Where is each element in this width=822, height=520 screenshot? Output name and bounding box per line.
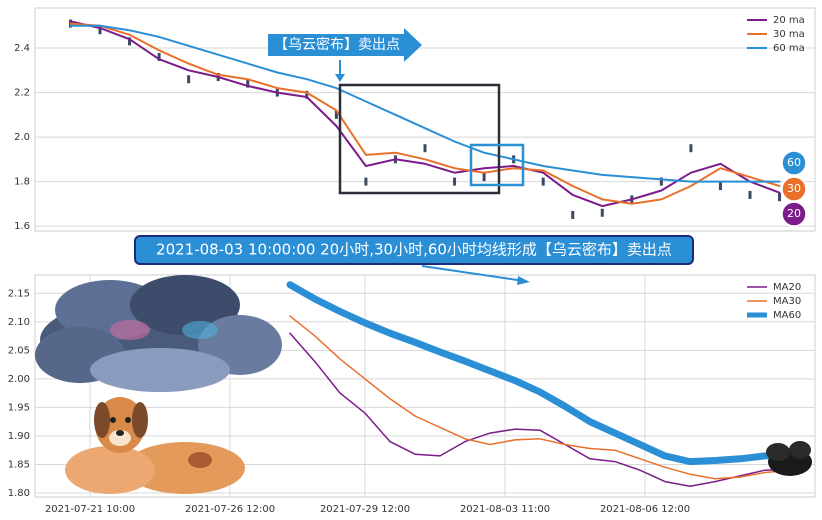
legend-label: 30 ma: [773, 29, 805, 40]
x-tick-label: 2021-08-03 11:00: [460, 504, 550, 515]
y-tick-label: 1.80: [8, 488, 30, 499]
badge-label: 30: [787, 182, 801, 195]
price-mark: [718, 182, 722, 191]
y-tick-label: 1.6: [14, 221, 30, 232]
highlight-box: [469, 143, 525, 187]
series-line: [69, 24, 781, 183]
price-mark: [423, 144, 427, 153]
pointer: [335, 74, 345, 82]
series-line: [289, 315, 791, 480]
x-tick-label: 2021-07-21 10:00: [45, 504, 135, 515]
legend-label: 20 ma: [773, 15, 805, 26]
small-cloud: [766, 441, 812, 476]
price-mark: [600, 208, 604, 217]
badge: [781, 176, 807, 202]
price-mark: [128, 37, 132, 46]
y-tick-label: 2.2: [14, 88, 30, 99]
y-tick-label: 2.05: [8, 345, 30, 356]
y-tick-label: 1.90: [8, 431, 30, 442]
annotation-arrow: [268, 28, 422, 62]
price-mark: [482, 173, 486, 182]
banner: [134, 235, 694, 265]
x-tick-label: 2021-08-06 12:00: [600, 504, 690, 515]
highlight-box: [338, 83, 501, 195]
annotation-text: 【乌云密布】卖出点: [274, 36, 400, 53]
price-mark: [157, 52, 161, 61]
x-tick-label: 2021-07-29 12:00: [320, 504, 410, 515]
price-mark: [689, 144, 693, 153]
badge: [781, 201, 807, 227]
price-mark: [778, 193, 782, 202]
price-mark: [334, 110, 338, 119]
plot-frame: [34, 7, 816, 232]
price-mark: [305, 90, 309, 99]
y-tick-label: 1.85: [8, 459, 30, 470]
y-tick-label: 2.00: [8, 374, 30, 385]
legend-label: 60 ma: [773, 43, 805, 54]
badge-label: 20: [787, 207, 801, 220]
price-mark: [364, 177, 368, 186]
cloud-illustration: [35, 275, 282, 392]
y-tick-label: 1.95: [8, 402, 30, 413]
x-tick-label: 2021-07-26 12:00: [185, 504, 275, 515]
y-tick-label: 2.15: [8, 288, 30, 299]
legend-label: MA30: [773, 296, 801, 307]
price-mark: [98, 26, 102, 35]
top-plot: 1.6 1.8 2.0 2.2 2.4 20 ma 30 ma 60 ma: [14, 15, 815, 232]
pointer: [517, 276, 530, 285]
price-mark: [187, 75, 191, 84]
price-mark: [246, 79, 250, 88]
pointer: [421, 265, 525, 282]
series-line: [69, 20, 781, 208]
price-mark: [453, 177, 457, 186]
price-mark: [748, 190, 752, 199]
badge: [781, 150, 807, 176]
badge-label: 60: [787, 156, 801, 169]
series-line: [286, 281, 794, 466]
price-mark: [541, 177, 545, 186]
y-tick-label: 2.0: [14, 132, 30, 143]
dog-illustration: [65, 397, 245, 494]
y-tick-label: 2.4: [14, 43, 30, 54]
series-line: [69, 22, 781, 205]
banner-text: 2021-08-03 10:00:00 20小时,30小时,60小时均线形成【乌…: [156, 241, 672, 259]
y-tick-label: 1.8: [14, 177, 30, 188]
y-tick-label: 2.10: [8, 317, 30, 328]
legend-label: MA60: [773, 310, 801, 321]
price-mark: [571, 210, 575, 219]
price-mark: [659, 177, 663, 186]
series-line: [289, 332, 791, 487]
legend-label: MA20: [773, 282, 801, 293]
